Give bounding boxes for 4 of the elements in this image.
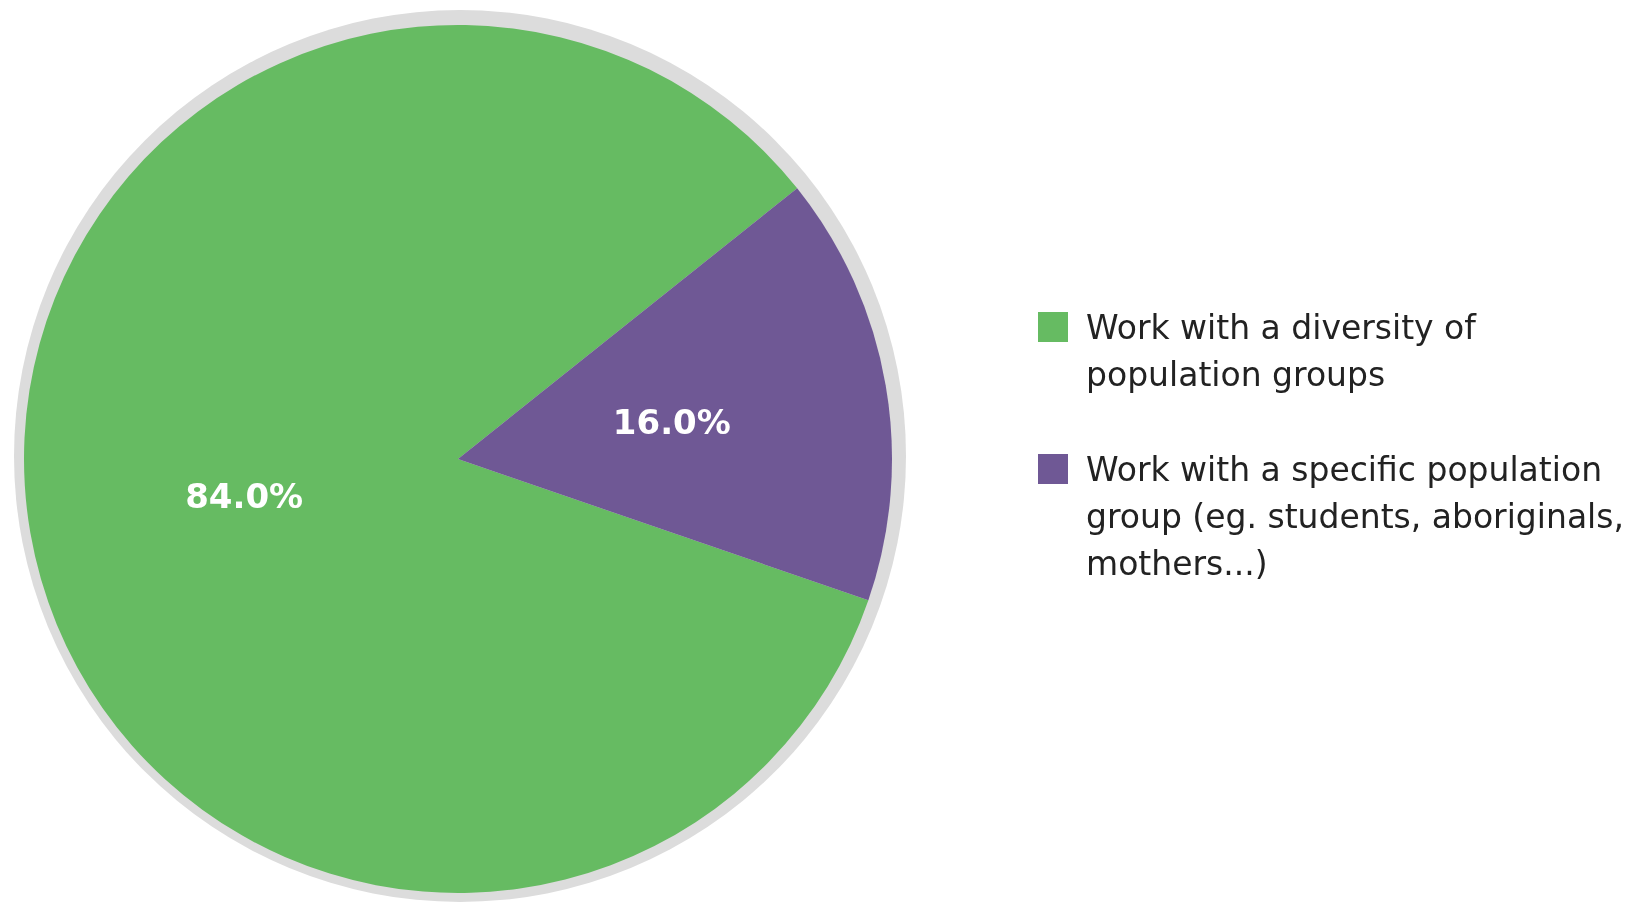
legend-label: Work with a specific population group (eg. students, aboriginals, mothers...): [1086, 449, 1625, 585]
data-label: 16.0%: [612, 402, 731, 443]
legend-label: Work with a diversity of population groups: [1086, 307, 1478, 396]
data-label: 84.0%: [185, 476, 304, 517]
